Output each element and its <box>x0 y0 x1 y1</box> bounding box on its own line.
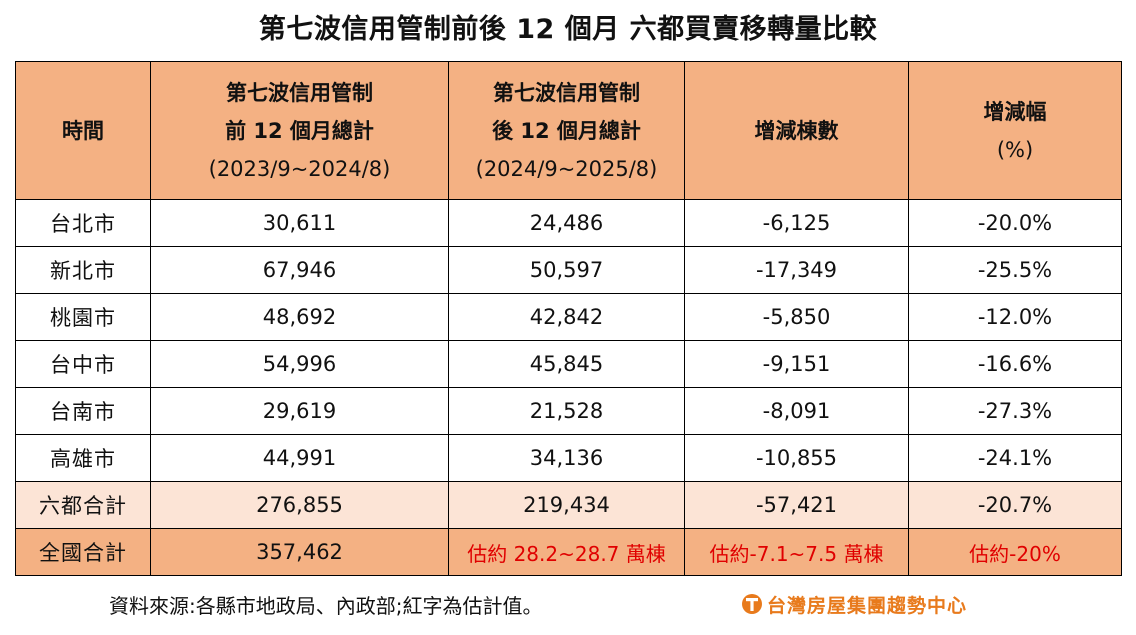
header-before-line3: (2023/9~2024/8) <box>208 156 391 181</box>
six-total-diff: -57,421 <box>684 481 909 529</box>
page-title: 第七波信用管制前後 12 個月 六都買賣移轉量比較 <box>258 14 878 45</box>
national-total-before: 357,462 <box>150 528 449 576</box>
after-cell: 42,842 <box>448 293 685 341</box>
header-after: 第七波信用管制 後 12 個月總計 (2024/9~2025/8) <box>448 61 685 200</box>
national-total-diff-estimate: 估約-7.1~7.5 萬棟 <box>684 528 909 576</box>
national-total-after-estimate: 估約 28.2~28.7 萬棟 <box>448 528 685 576</box>
six-cities-total-row: 六都合計 276,855 219,434 -57,421 -20.7% <box>15 481 1122 529</box>
city-cell: 台北市 <box>15 199 151 247</box>
national-total-row: 全國合計 357,462 估約 28.2~28.7 萬棟 估約-7.1~7.5 … <box>15 528 1122 576</box>
header-before-line2: 前 12 個月總計 <box>225 118 374 143</box>
after-cell: 34,136 <box>448 434 685 482</box>
six-total-before: 276,855 <box>150 481 449 529</box>
six-total-pct: -20.7% <box>908 481 1122 529</box>
city-cell: 台中市 <box>15 340 151 388</box>
city-cell: 新北市 <box>15 246 151 294</box>
table-row: 台中市 54,996 45,845 -9,151 -16.6% <box>15 340 1122 388</box>
pct-cell: -16.6% <box>908 340 1122 388</box>
taiwan-realty-logo-icon <box>741 593 763 619</box>
header-pct-line2: (%) <box>996 137 1034 162</box>
pct-cell: -25.5% <box>908 246 1122 294</box>
after-cell: 21,528 <box>448 387 685 435</box>
national-total-label: 全國合計 <box>15 528 151 576</box>
table-row: 台北市 30,611 24,486 -6,125 -20.0% <box>15 199 1122 247</box>
brand-logo: 台灣房屋集團趨勢中心 <box>741 590 967 622</box>
header-diff-label: 增減棟數 <box>754 118 839 143</box>
header-before: 第七波信用管制 前 12 個月總計 (2023/9~2024/8) <box>150 61 449 200</box>
pct-cell: -27.3% <box>908 387 1122 435</box>
footer: 資料來源:各縣市地政局、內政部;紅字為估計值。 台灣房屋集團趨勢中心 <box>0 590 1136 622</box>
table-header-row: 時間 第七波信用管制 前 12 個月總計 (2023/9~2024/8) 第七波… <box>15 61 1122 200</box>
diff-cell: -10,855 <box>684 434 909 482</box>
before-cell: 44,991 <box>150 434 449 482</box>
table-row: 桃園市 48,692 42,842 -5,850 -12.0% <box>15 293 1122 341</box>
header-pct-line1: 增減幅 <box>983 99 1047 124</box>
data-source-note: 資料來源:各縣市地政局、內政部;紅字為估計值。 <box>109 594 543 618</box>
header-pct: 增減幅 (%) <box>908 61 1122 200</box>
six-total-after: 219,434 <box>448 481 685 529</box>
pct-cell: -20.0% <box>908 199 1122 247</box>
diff-cell: -17,349 <box>684 246 909 294</box>
diff-cell: -9,151 <box>684 340 909 388</box>
header-before-line1: 第七波信用管制 <box>226 80 373 105</box>
brand-name: 台灣房屋集團趨勢中心 <box>767 595 968 617</box>
city-cell: 高雄市 <box>15 434 151 482</box>
pct-cell: -24.1% <box>908 434 1122 482</box>
diff-cell: -8,091 <box>684 387 909 435</box>
diff-cell: -5,850 <box>684 293 909 341</box>
comparison-table: 時間 第七波信用管制 前 12 個月總計 (2023/9~2024/8) 第七波… <box>15 61 1122 576</box>
before-cell: 67,946 <box>150 246 449 294</box>
pct-cell: -12.0% <box>908 293 1122 341</box>
city-cell: 桃園市 <box>15 293 151 341</box>
table-row: 高雄市 44,991 34,136 -10,855 -24.1% <box>15 434 1122 482</box>
before-cell: 48,692 <box>150 293 449 341</box>
header-after-line3: (2024/9~2025/8) <box>475 156 658 181</box>
header-diff: 增減棟數 <box>684 61 909 200</box>
six-total-label: 六都合計 <box>15 481 151 529</box>
diff-cell: -6,125 <box>684 199 909 247</box>
table-row: 新北市 67,946 50,597 -17,349 -25.5% <box>15 246 1122 294</box>
header-time-label: 時間 <box>62 118 104 143</box>
national-total-pct-estimate: 估約-20% <box>908 528 1122 576</box>
header-after-line2: 後 12 個月總計 <box>492 118 641 143</box>
before-cell: 29,619 <box>150 387 449 435</box>
after-cell: 24,486 <box>448 199 685 247</box>
after-cell: 50,597 <box>448 246 685 294</box>
city-cell: 台南市 <box>15 387 151 435</box>
header-after-line1: 第七波信用管制 <box>493 80 640 105</box>
header-time: 時間 <box>15 61 151 200</box>
table-row: 台南市 29,619 21,528 -8,091 -27.3% <box>15 387 1122 435</box>
before-cell: 30,611 <box>150 199 449 247</box>
after-cell: 45,845 <box>448 340 685 388</box>
before-cell: 54,996 <box>150 340 449 388</box>
